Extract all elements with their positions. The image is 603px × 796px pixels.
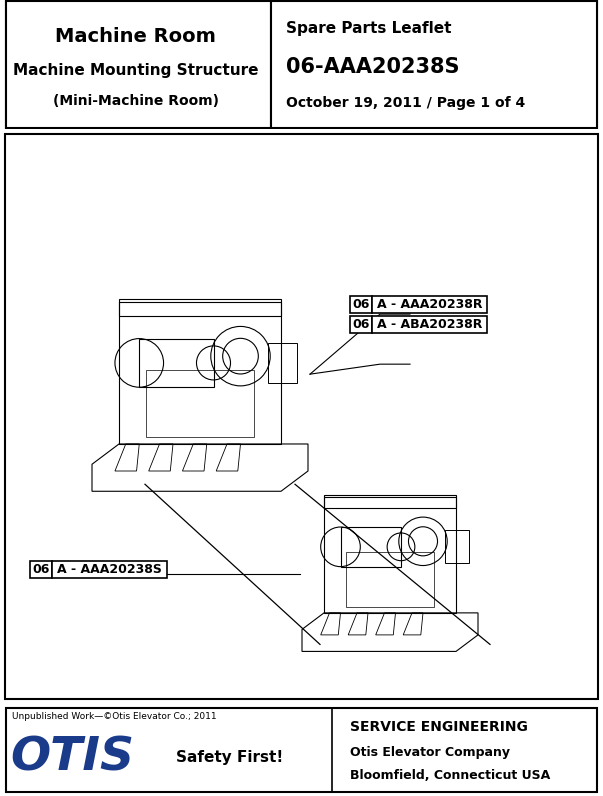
Text: Otis Elevator Company: Otis Elevator Company [350, 747, 510, 759]
Text: A - AAA20238R: A - AAA20238R [377, 298, 482, 310]
Bar [52, 561, 167, 578]
Bar [268, 342, 297, 383]
Text: 06: 06 [33, 563, 49, 576]
Text: Bloomfield, Connecticut USA: Bloomfield, Connecticut USA [350, 770, 550, 782]
Bar [146, 369, 254, 437]
Bar [6, 2, 271, 127]
Bar [30, 561, 52, 578]
Bar [139, 338, 213, 387]
Bar [271, 2, 597, 127]
Text: 06: 06 [352, 318, 370, 330]
Bar [350, 316, 372, 333]
Text: A - AAA20238S: A - AAA20238S [57, 563, 162, 576]
Bar [372, 316, 487, 333]
Text: Machine Room: Machine Room [55, 26, 216, 45]
Text: 06: 06 [352, 298, 370, 310]
Text: A - ABA20238R: A - ABA20238R [377, 318, 482, 330]
Bar [324, 495, 456, 509]
Bar [341, 527, 401, 567]
Bar [346, 552, 434, 607]
Bar [445, 530, 469, 564]
Text: Unpublished Work—©Otis Elevator Co.; 2011: Unpublished Work—©Otis Elevator Co.; 201… [12, 712, 216, 721]
Bar [350, 295, 372, 313]
Text: Spare Parts Leaflet: Spare Parts Leaflet [286, 21, 452, 36]
Bar [372, 295, 487, 313]
Text: Safety First!: Safety First! [175, 750, 283, 765]
Text: OTIS: OTIS [10, 735, 134, 780]
Text: (Mini-Machine Room): (Mini-Machine Room) [52, 94, 219, 107]
Bar [119, 299, 281, 316]
Text: Machine Mounting Structure: Machine Mounting Structure [13, 64, 259, 79]
Text: October 19, 2011 / Page 1 of 4: October 19, 2011 / Page 1 of 4 [286, 96, 526, 110]
Text: SERVICE ENGINEERING: SERVICE ENGINEERING [350, 720, 528, 735]
Text: 06-AAA20238S: 06-AAA20238S [286, 57, 460, 77]
